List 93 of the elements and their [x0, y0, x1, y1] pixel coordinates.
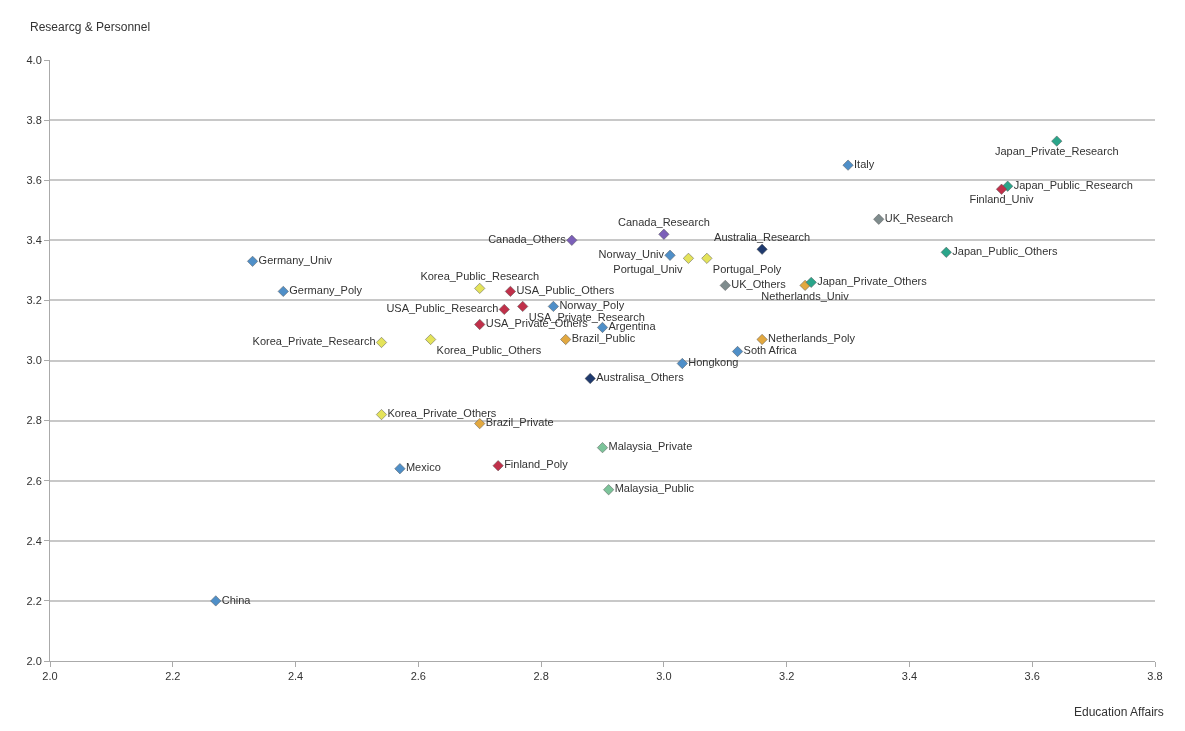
point: [376, 409, 387, 421]
series-label: UK_Others: [731, 278, 787, 291]
x-axis-title: Education Affairs: [1074, 705, 1164, 719]
series-label: Malaysia_Public: [614, 482, 695, 495]
series-label: Canada_Others: [488, 233, 567, 246]
y-tick-label: 3.6: [26, 174, 42, 187]
y-tick-label: 4.0: [26, 53, 42, 66]
x-tick-label: 2.0: [42, 670, 58, 683]
x-tick-label: 3.8: [1147, 670, 1163, 683]
point: [376, 337, 387, 348]
y-tick-label: 3.8: [26, 113, 42, 126]
point: [492, 460, 504, 472]
series-label: Germany_Univ: [258, 254, 333, 267]
point: [247, 255, 259, 267]
point: [658, 228, 670, 240]
point: [756, 243, 768, 255]
series-label: Australisa_Others: [596, 371, 685, 384]
point: [566, 234, 578, 246]
point: [394, 463, 406, 475]
point: [996, 183, 1007, 195]
x-tick-label: 2.6: [410, 670, 426, 683]
x-tick-label: 2.8: [533, 670, 549, 683]
point: [498, 303, 510, 315]
point: [701, 252, 713, 264]
point: [504, 285, 516, 297]
point: [805, 276, 817, 288]
y-tick-label: 3.4: [26, 234, 42, 247]
point: [597, 442, 608, 454]
point: [277, 285, 289, 297]
series-label: USA_Public_Research: [386, 302, 499, 315]
series-label: Portugal_Univ: [613, 262, 683, 275]
series-label: Netherlands_Poly: [768, 332, 856, 345]
series-label: China: [221, 593, 252, 606]
y-tick-label: 2.0: [26, 654, 42, 667]
x-tick-label: 3.6: [1024, 670, 1040, 683]
point: [732, 346, 744, 357]
point: [1051, 135, 1063, 147]
x-tick-label: 3.0: [656, 670, 672, 683]
series-label: USA_Public_Others: [516, 284, 615, 297]
point: [603, 484, 615, 496]
point: [597, 322, 608, 333]
y-axis-title: Researcg & Personnel: [30, 20, 151, 34]
series-label: UK_Research: [884, 212, 954, 225]
series-label: Malaysia_Private: [608, 440, 693, 453]
y-tick-label: 2.8: [26, 414, 42, 427]
point: [560, 334, 572, 345]
series-label: Japan_Public_Research: [1013, 178, 1133, 191]
point: [682, 252, 694, 264]
y-tick-label: 2.6: [26, 474, 42, 487]
series-label: Germany_Poly: [289, 284, 363, 297]
point: [210, 595, 222, 607]
point: [425, 334, 437, 345]
series-label: Mexico: [405, 461, 441, 474]
x-tick-label: 2.2: [165, 670, 181, 683]
point: [517, 300, 529, 312]
x-tick-label: 3.4: [901, 670, 918, 683]
series-label: Brazil_Public: [571, 332, 636, 345]
y-tick-label: 3.0: [26, 354, 42, 367]
point: [474, 318, 486, 330]
series-label: Japan_Private_Research: [995, 145, 1119, 158]
series-label: Norway_Poly: [559, 299, 625, 312]
series-label: Canada_Research: [618, 215, 710, 228]
series-label: Japan_Public_Others: [952, 245, 1058, 258]
point: [756, 334, 768, 345]
series-label: Norway_Univ: [598, 248, 665, 261]
point: [547, 300, 559, 312]
point: [584, 373, 596, 384]
y-tick-label: 2.2: [26, 594, 42, 607]
point: [842, 159, 854, 171]
series-label: Korea_Private_Research: [252, 335, 376, 348]
point: [676, 358, 688, 369]
series-label: Japan_Private_Others: [817, 275, 928, 288]
point: [719, 279, 731, 291]
point: [664, 249, 676, 261]
x-tick-label: 3.2: [779, 670, 795, 683]
series-label: Soth Africa: [743, 344, 798, 357]
y-tick-label: 3.2: [26, 294, 42, 307]
point: [873, 213, 885, 225]
series-label: Australia_Research: [714, 230, 811, 243]
x-tick-label: 2.4: [287, 670, 304, 683]
series-label: Portugal_Poly: [712, 262, 782, 275]
series-label: Finland_Univ: [969, 193, 1035, 206]
series-label: Argentina: [608, 320, 657, 333]
point: [474, 282, 486, 294]
point: [940, 246, 952, 258]
series-label: Italy: [854, 157, 875, 170]
series-label: Finland_Poly: [504, 458, 569, 471]
point: [474, 418, 486, 430]
series-label: Hongkong: [688, 356, 739, 369]
series-label: Netherlands_Univ: [761, 289, 850, 302]
series-label: Korea_Public_Others: [436, 343, 542, 356]
series-label: Korea_Public_Research: [420, 269, 540, 282]
y-tick-label: 2.4: [26, 534, 42, 547]
